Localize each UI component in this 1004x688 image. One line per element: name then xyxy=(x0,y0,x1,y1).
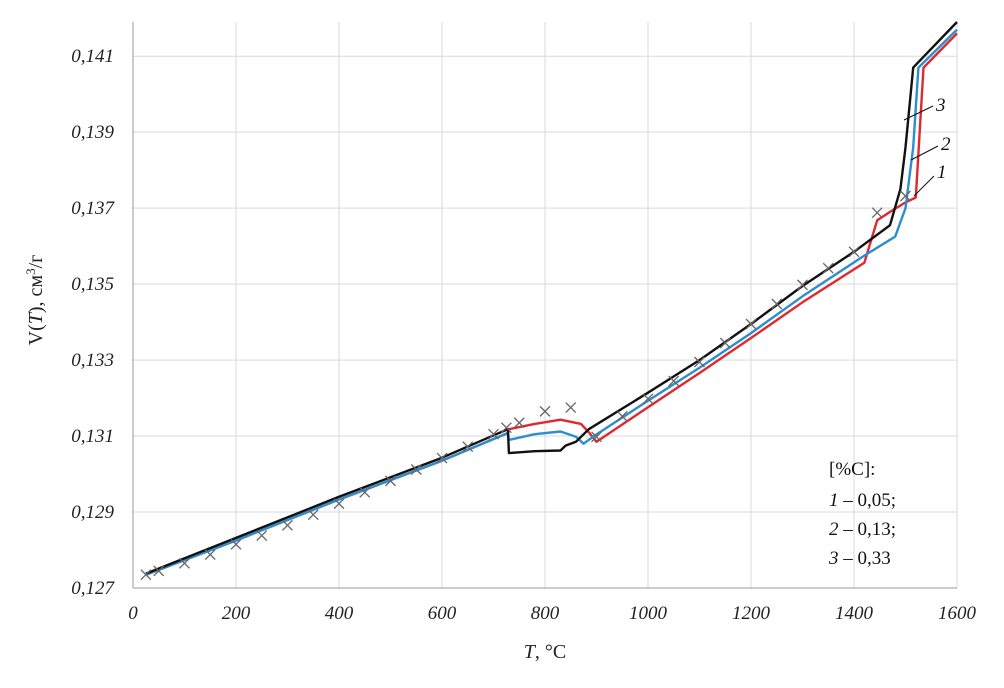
legend-entry-3: 3 – 0,33 xyxy=(828,548,891,569)
data-marker-x xyxy=(282,519,293,531)
data-marker-x xyxy=(848,246,860,258)
data-marker-x xyxy=(462,441,474,453)
data-marker-x xyxy=(745,318,757,330)
data-marker-x xyxy=(140,569,152,581)
x-tick-label: 200 xyxy=(222,603,251,624)
y-tick-label: 0,133 xyxy=(71,350,114,371)
data-marker-x xyxy=(333,498,345,510)
data-marker-x xyxy=(179,557,190,569)
data-marker-x xyxy=(359,486,371,498)
series-line-3 xyxy=(145,21,958,575)
data-marker-x xyxy=(771,298,783,310)
data-marker-x xyxy=(694,356,705,368)
curve-label-2: 2 xyxy=(941,134,951,155)
x-tick-label: 1600 xyxy=(938,603,977,624)
data-marker-x xyxy=(230,538,242,550)
data-marker-x xyxy=(153,565,165,577)
data-marker-x xyxy=(385,475,396,487)
data-marker-x xyxy=(500,422,512,434)
legend-entry-1: 1 – 0,05; xyxy=(829,490,896,511)
series-line-2 xyxy=(145,28,958,576)
data-marker-x xyxy=(616,410,628,422)
y-tick-label: 0,137 xyxy=(71,198,115,219)
x-tick-label: 400 xyxy=(325,603,354,624)
curve-labels: 3 2 1 xyxy=(903,95,951,197)
series-lines xyxy=(145,21,958,576)
data-marker-x xyxy=(565,402,577,414)
data-marker-x xyxy=(591,431,602,443)
y-tick-label: 0,131 xyxy=(71,426,114,447)
data-marker-x xyxy=(668,375,680,387)
x-tick-label: 0 xyxy=(128,603,138,624)
curve-label-3: 3 xyxy=(935,95,946,116)
tick-labels: 0 200 400 600 800 1000 1200 1400 1600 0,127 0,129 0… xyxy=(71,46,976,624)
y-tick-label: 0,141 xyxy=(71,46,114,67)
y-tick-label: 0,139 xyxy=(71,122,114,143)
data-marker-x xyxy=(642,393,654,405)
x-tick-label: 1200 xyxy=(732,603,771,624)
data-marker-x xyxy=(797,279,808,291)
x-tick-label: 600 xyxy=(428,603,457,624)
data-markers xyxy=(140,190,911,581)
curve-label-1-leader xyxy=(913,175,935,197)
data-marker-x xyxy=(539,405,551,417)
data-marker-x xyxy=(410,464,422,475)
data-marker-x xyxy=(900,190,911,202)
y-tick-label: 0,127 xyxy=(71,578,115,599)
legend-entry-2: 2 – 0,13; xyxy=(829,519,896,540)
grid-lines xyxy=(133,22,958,588)
axes xyxy=(132,22,957,589)
data-marker-x xyxy=(513,417,525,429)
data-marker-x xyxy=(204,549,216,561)
data-marker-x xyxy=(488,428,499,440)
data-marker-x xyxy=(822,262,834,274)
y-tick-label: 0,135 xyxy=(71,274,114,295)
x-axis-title: T, °C xyxy=(524,641,566,663)
data-marker-x xyxy=(307,509,319,521)
data-marker-x xyxy=(719,337,731,349)
legend-title: [%C]: xyxy=(829,459,875,480)
data-marker-x xyxy=(871,207,883,219)
data-marker-x xyxy=(436,452,448,464)
data-marker-x xyxy=(256,530,268,542)
x-tick-label: 1000 xyxy=(629,603,668,624)
curve-label-1: 1 xyxy=(937,162,947,183)
curve-label-2-leader xyxy=(910,145,939,161)
y-tick-label: 0,129 xyxy=(71,502,114,523)
x-tick-label: 1400 xyxy=(835,603,874,624)
legend: [%C]: 1 – 0,05; 2 – 0,13; 3 – 0,33 xyxy=(828,459,896,569)
y-axis-title: V(T), см3/г xyxy=(23,255,48,346)
x-tick-label: 800 xyxy=(531,603,560,624)
curve-label-3-leader xyxy=(903,105,934,121)
